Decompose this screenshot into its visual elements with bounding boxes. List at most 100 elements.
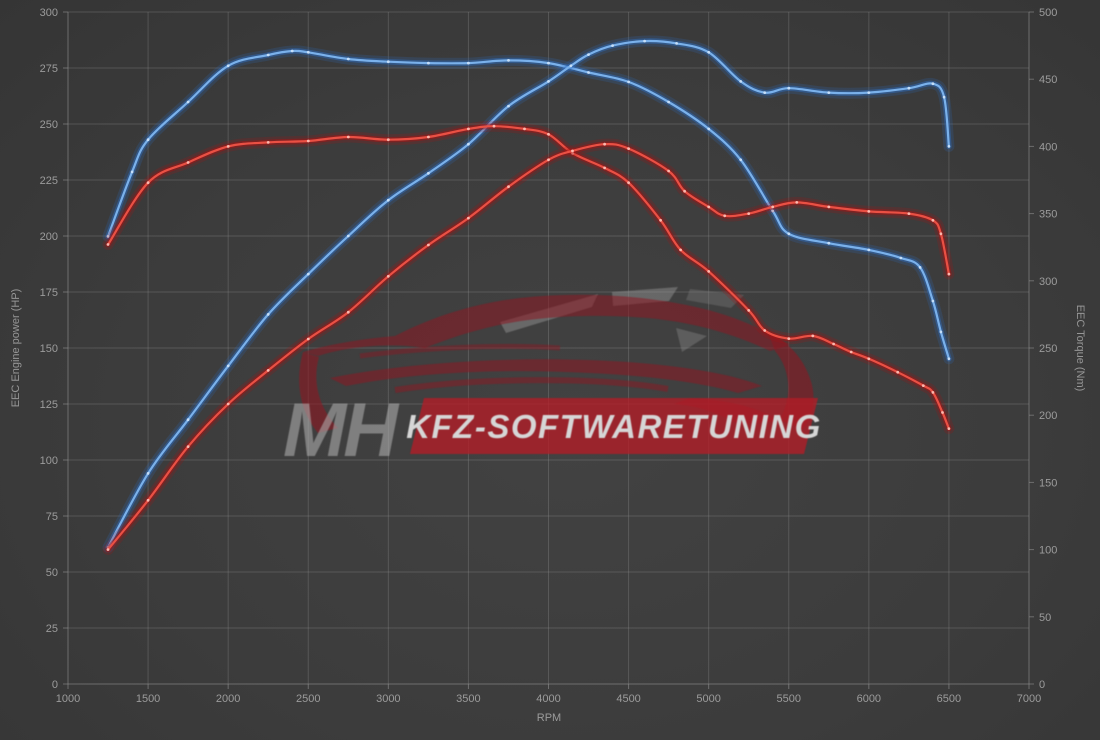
data-point-marker — [899, 256, 903, 260]
data-point-marker — [146, 138, 150, 142]
data-point-marker — [947, 357, 951, 361]
data-point-marker — [827, 91, 831, 94]
data-point-marker — [427, 135, 430, 139]
data-point-marker — [627, 80, 630, 84]
data-point-marker — [523, 127, 526, 131]
watermark-banner: KFZ-SOFTWARETUNING — [406, 398, 820, 454]
data-point-marker — [467, 127, 470, 131]
data-point-marker — [747, 309, 751, 312]
data-point-marker — [266, 53, 270, 57]
y-left-tick-label: 300 — [40, 7, 58, 19]
data-point-marker — [467, 61, 470, 65]
data-point-marker — [827, 241, 831, 245]
data-point-marker — [186, 100, 190, 104]
data-point-marker — [867, 248, 871, 252]
data-point-marker — [747, 212, 751, 216]
data-point-marker — [587, 53, 590, 56]
data-point-marker — [603, 166, 606, 170]
y-right-tick-label: 350 — [1039, 209, 1057, 221]
data-point-marker — [226, 64, 230, 68]
data-point-marker — [739, 158, 743, 162]
data-point-marker — [571, 149, 574, 153]
y-left-tick-label: 275 — [40, 63, 58, 75]
y-right-tick-label: 200 — [1039, 410, 1057, 422]
y-right-tick-label: 50 — [1039, 612, 1051, 624]
data-point-marker — [266, 369, 270, 372]
data-point-marker — [643, 39, 646, 43]
y-left-tick-label: 50 — [46, 567, 58, 579]
data-point-marker — [918, 266, 922, 269]
data-point-marker — [739, 80, 743, 83]
data-point-marker — [226, 402, 230, 406]
data-point-marker — [186, 161, 190, 164]
data-point-marker — [931, 391, 935, 394]
data-point-marker — [346, 310, 350, 314]
data-point-marker — [492, 124, 496, 128]
y-left-axis-title: EEC Engine power (HP) — [10, 289, 22, 408]
x-tick-label: 1500 — [136, 693, 160, 705]
y-left-tick-label: 125 — [40, 399, 58, 411]
x-tick-label: 2000 — [216, 693, 240, 705]
data-point-marker — [683, 189, 686, 193]
data-point-marker — [427, 61, 430, 65]
y-left-tick-label: 175 — [40, 287, 58, 299]
y-left-tick-label: 25 — [46, 623, 58, 635]
data-point-marker — [763, 329, 767, 332]
data-point-marker — [707, 50, 711, 54]
data-point-marker — [896, 370, 900, 374]
data-point-marker — [771, 209, 775, 213]
data-point-marker — [266, 313, 270, 316]
data-point-marker — [763, 91, 767, 94]
data-point-marker — [707, 270, 711, 273]
watermark-brand-initials: MH — [283, 388, 400, 473]
y-right-tick-label: 100 — [1039, 545, 1057, 557]
data-point-marker — [346, 234, 350, 238]
y-right-tick-label: 300 — [1039, 276, 1057, 288]
data-point-marker — [386, 60, 390, 64]
data-point-marker — [306, 337, 310, 341]
data-point-marker — [867, 91, 871, 94]
data-point-marker — [106, 243, 110, 246]
blue-torque-curve — [102, 45, 955, 365]
x-tick-label: 3000 — [376, 693, 400, 705]
x-tick-label: 6500 — [937, 693, 961, 705]
data-point-marker — [787, 232, 791, 236]
data-point-marker — [707, 205, 711, 209]
data-point-marker — [867, 210, 871, 213]
data-point-marker — [947, 427, 951, 430]
data-point-marker — [226, 145, 230, 148]
data-point-marker — [867, 357, 871, 361]
data-point-marker — [547, 61, 550, 65]
data-point-marker — [386, 138, 390, 142]
y-left-tick-label: 150 — [40, 343, 58, 355]
data-point-marker — [346, 135, 350, 139]
data-point-marker — [587, 71, 590, 74]
x-tick-label: 6000 — [857, 693, 881, 705]
data-point-marker — [569, 64, 573, 68]
data-point-marker — [146, 498, 150, 502]
data-point-marker — [611, 44, 614, 47]
data-point-marker — [849, 350, 853, 354]
data-point-marker — [603, 142, 606, 146]
red-torque-curve — [102, 120, 955, 435]
y-left-tick-label: 0 — [52, 679, 58, 691]
x-tick-label: 5500 — [777, 693, 801, 705]
data-point-marker — [467, 142, 470, 146]
data-point-marker — [306, 139, 310, 143]
data-point-marker — [939, 232, 943, 236]
data-point-marker — [547, 80, 550, 83]
data-point-marker — [627, 181, 630, 185]
y-right-tick-label: 400 — [1039, 141, 1057, 153]
data-point-marker — [226, 364, 230, 368]
red-power-curve — [102, 138, 955, 556]
x-tick-label: 1000 — [56, 693, 80, 705]
data-point-marker — [427, 243, 430, 247]
data-point-marker — [306, 272, 310, 276]
data-point-marker — [306, 50, 310, 54]
data-point-marker — [787, 86, 791, 90]
y-left-tick-label: 200 — [40, 231, 58, 243]
x-tick-label: 5000 — [696, 693, 720, 705]
data-point-marker — [931, 218, 935, 222]
data-point-marker — [266, 141, 270, 144]
